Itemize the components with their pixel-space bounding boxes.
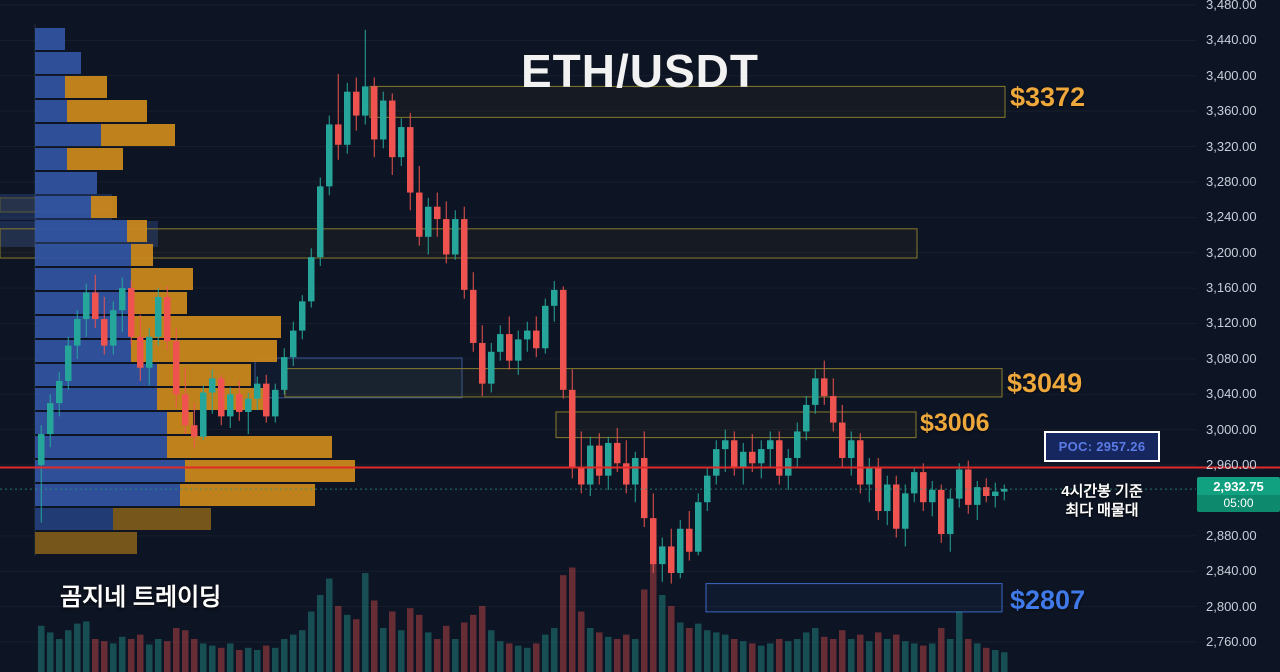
axis-price-label: 3,440.00 [1206,32,1257,48]
price-level-label: $2807 [1010,585,1086,615]
axis-price-label: 3,120.00 [1206,315,1257,331]
axis-price-label: 3,240.00 [1206,209,1257,225]
poc-label: POC: 2957.26 [1044,431,1160,462]
axis-price-label: 3,400.00 [1206,67,1257,83]
current-price-value: 2,932.75 [1197,477,1280,495]
price-level-label: $3372 [1010,82,1086,112]
axis-price-label: 2,840.00 [1206,563,1257,579]
price-level-label: $3006 [920,409,990,437]
axis-price-label: 3,200.00 [1206,244,1257,260]
price-level-label: $3049 [1007,368,1083,398]
watermark: 곰지네 트레이딩 [60,584,222,611]
axis-price-label: 2,760.00 [1206,633,1257,649]
current-price-tag: 2,932.75 05:00 [1197,477,1280,512]
axis-price-label: 3,160.00 [1206,280,1257,296]
axis-price-label: 3,360.00 [1206,103,1257,119]
candle-countdown: 05:00 [1197,495,1280,512]
axis-price-label: 2,800.00 [1206,598,1257,614]
symbol-title: ETH/USDT [521,45,759,97]
axis-price-label: 2,880.00 [1206,527,1257,543]
axis-price-label: 3,480.00 [1206,0,1257,12]
annotation-note: 4시간봉 기준 최다 매물대 [1040,482,1164,520]
axis-price-label: 2,960.00 [1206,457,1257,473]
axis-price-label: 3,040.00 [1206,386,1257,402]
axis-price-label: 3,080.00 [1206,350,1257,366]
annotation-line2: 최다 매물대 [1065,502,1139,519]
price-axis[interactable]: 3,480.00 3,440.00 3,400.00 3,360.00 3,320.00… [1196,0,1280,672]
axis-price-label: 3,320.00 [1206,138,1257,154]
axis-price-label: 3,280.00 [1206,173,1257,189]
axis-price-label: 3,000.00 [1206,421,1257,437]
annotation-line1: 4시간봉 기준 [1061,483,1143,500]
